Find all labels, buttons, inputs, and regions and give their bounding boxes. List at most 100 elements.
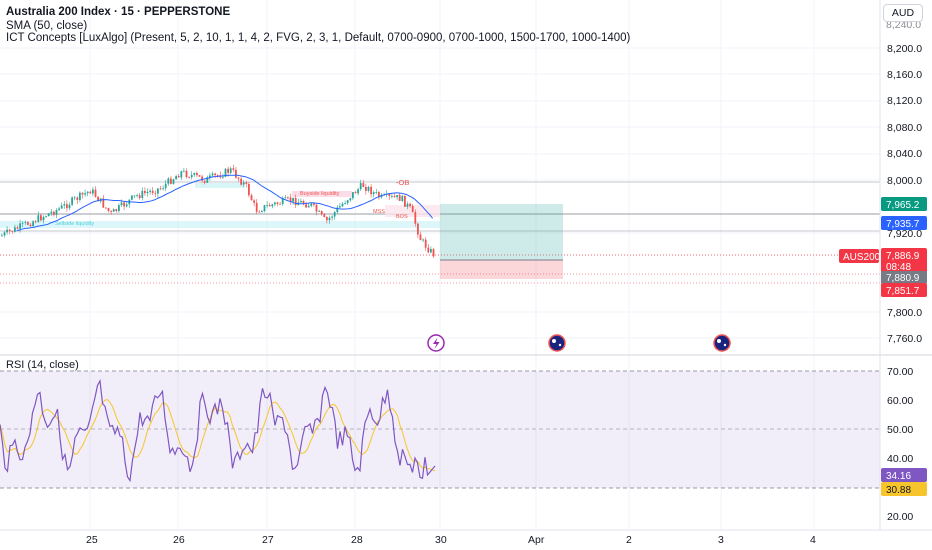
entry-price-badge: 7,880.9 [881, 271, 927, 284]
candle-body [414, 212, 417, 224]
candle-body [107, 207, 110, 212]
sma-legend[interactable]: SMA (50, close) [6, 20, 88, 32]
australia-flag-icon[interactable] [548, 334, 566, 352]
candle-body [388, 194, 391, 196]
bos-label: BOS [396, 214, 408, 220]
candle-body [76, 197, 79, 201]
candle-body [404, 195, 406, 207]
svg-text:AUS200: AUS200 [843, 252, 881, 263]
candle-body [310, 203, 313, 206]
candle-body [8, 229, 11, 232]
candle-body [281, 198, 284, 204]
candle-body [79, 192, 81, 201]
currency-button[interactable]: AUD [883, 4, 923, 22]
candle-body [370, 186, 372, 195]
candle-body [268, 205, 271, 207]
candle-body [102, 198, 105, 208]
candle-body [144, 190, 146, 194]
candle-body [16, 227, 19, 229]
candle-body [263, 205, 266, 212]
candle-body [63, 204, 66, 206]
symbol-title[interactable]: Australia 200 Index · 15 · PEPPERSTONE [6, 6, 231, 18]
buyside-liquidity-zone [195, 183, 245, 188]
candle-body [237, 177, 240, 179]
candle-body [253, 200, 255, 203]
price-tick: 7,800.0 [887, 307, 922, 319]
candle-body [411, 205, 414, 213]
candle-body [45, 216, 47, 217]
sma-price-badge: 7,935.7 [881, 216, 927, 230]
candle-body [183, 170, 185, 172]
position-stop-zone[interactable] [440, 260, 563, 279]
candle-body [419, 234, 422, 241]
main-grid [0, 0, 880, 530]
mss-label: MSS [373, 209, 385, 215]
price-tick: 8,200.0 [887, 43, 922, 55]
candle-body [365, 186, 367, 191]
time-tick: 4 [810, 534, 816, 546]
candle-body [287, 197, 289, 199]
buyside-liquidity-label: Buyside liquidity [300, 191, 340, 197]
candle-body [19, 223, 21, 229]
rsi-legend[interactable]: RSI (14, close) [6, 359, 79, 371]
candle-body [58, 208, 60, 211]
candle-body [201, 176, 203, 181]
candle-body [84, 193, 86, 195]
svg-text:7,886.9: 7,886.9 [886, 251, 920, 262]
candle-body [66, 204, 68, 209]
candle-body [292, 197, 294, 202]
candle-body [242, 182, 245, 185]
candle-body [94, 189, 97, 197]
candle-body [271, 204, 274, 207]
candle-body [315, 204, 318, 212]
candle-body [427, 247, 430, 253]
candle-body [224, 168, 227, 177]
candle-body [105, 207, 107, 209]
candle-body [422, 239, 424, 241]
candle-body [409, 203, 411, 206]
candle-body [34, 221, 37, 223]
sma-line [16, 174, 433, 232]
candle-body [68, 204, 71, 209]
candle-body [222, 176, 224, 178]
candle-body [336, 207, 339, 213]
candle-body [398, 195, 401, 201]
australia-flag-icon[interactable] [713, 334, 731, 352]
candle-body [255, 202, 258, 212]
candle-body [326, 217, 328, 221]
candle-body [211, 173, 214, 176]
candle-body [352, 192, 354, 199]
candle-body [209, 175, 211, 178]
candle-body [305, 204, 307, 208]
lightning-icon[interactable] [427, 334, 445, 352]
candle-body [42, 216, 45, 221]
svg-text:30.88: 30.88 [886, 485, 911, 496]
candle-body [133, 195, 136, 197]
price-tick: 8,120.0 [887, 95, 922, 107]
candle-body [406, 203, 409, 207]
target-price-badge: 7,965.2 [881, 197, 927, 211]
position-target-zone[interactable] [440, 204, 563, 260]
rsi-band [0, 371, 880, 488]
price-tick: 8,160.0 [887, 69, 922, 81]
candle-body [279, 203, 281, 205]
candle-body [6, 229, 8, 233]
price-tick: 8,080.0 [887, 122, 922, 134]
ict-legend[interactable]: ICT Concepts [LuxAlgo] (Present, 5, 2, 1… [6, 32, 631, 44]
candle-body [188, 177, 190, 178]
candle-body [354, 192, 357, 194]
candle-body [170, 178, 172, 184]
candle-body [393, 195, 396, 198]
time-tick: 26 [173, 534, 185, 546]
candle-body [323, 214, 326, 218]
candle-body [359, 183, 362, 190]
candle-body [97, 196, 99, 202]
candle-body [92, 189, 94, 194]
time-tick: 28 [351, 534, 363, 546]
candle-body [60, 205, 63, 209]
candle-body [432, 249, 435, 257]
candle-body [89, 191, 92, 194]
candle-body [276, 202, 279, 204]
price-tick-partial: 8,240.0 [886, 19, 921, 31]
